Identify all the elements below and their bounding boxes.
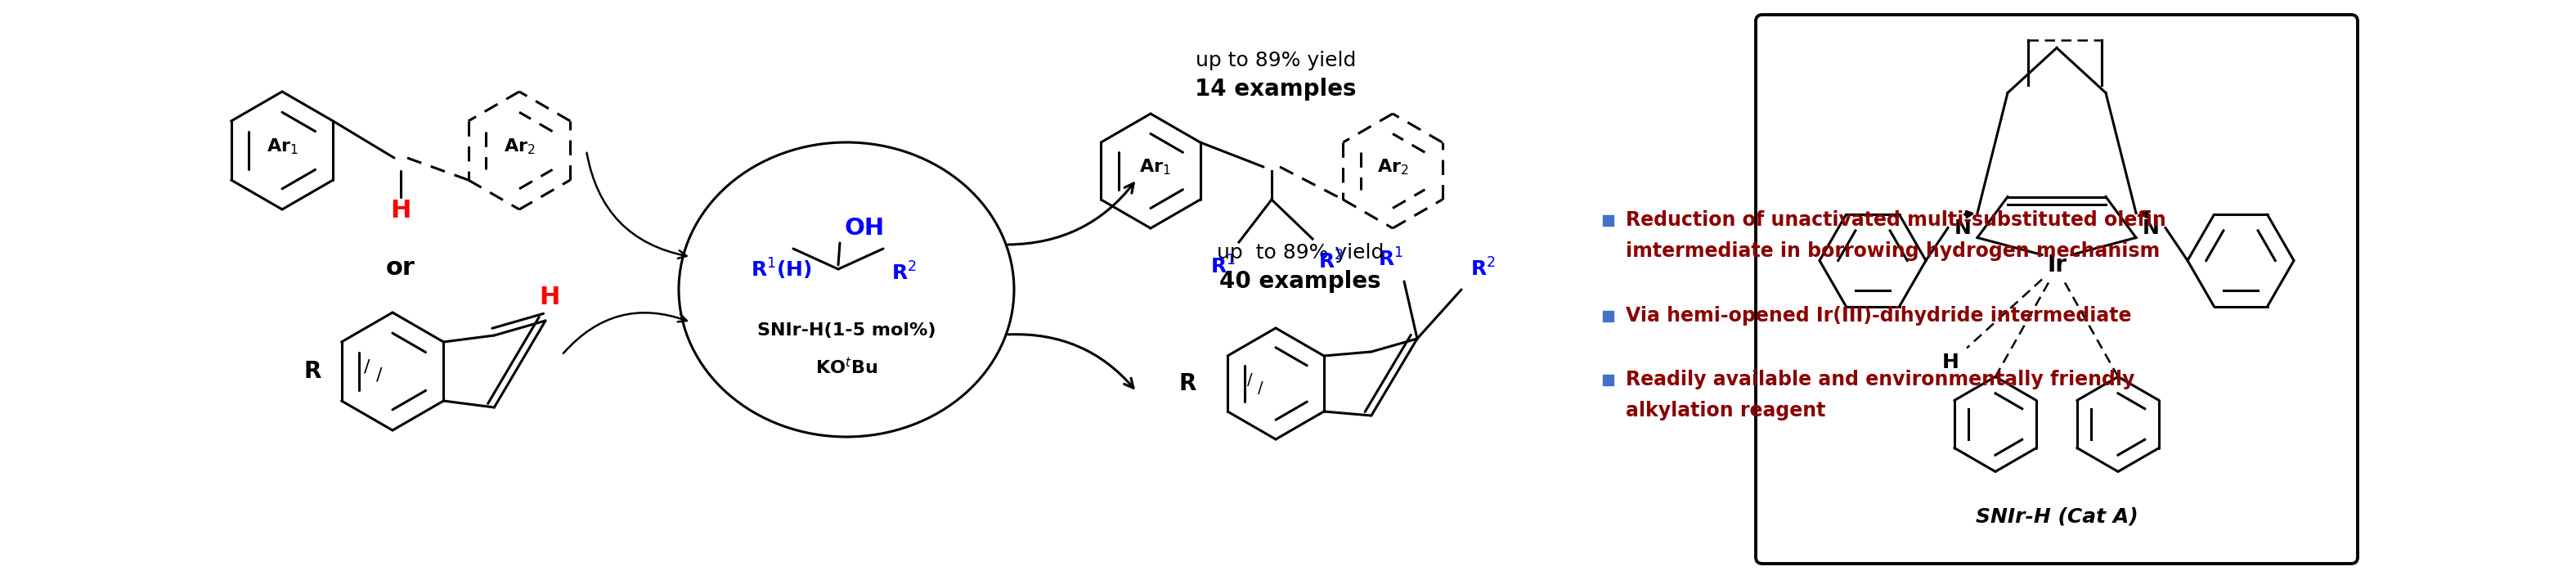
Text: /: /: [363, 359, 371, 375]
Text: /: /: [376, 367, 381, 383]
Text: Ar$_2$: Ar$_2$: [1376, 157, 1409, 176]
Text: SNIr-H (Cat A): SNIr-H (Cat A): [1976, 506, 2138, 526]
Text: H: H: [538, 286, 559, 310]
Text: up to 89% yield: up to 89% yield: [1195, 50, 1355, 70]
Text: H: H: [392, 198, 412, 222]
Text: KO$^t$Bu: KO$^t$Bu: [817, 357, 878, 378]
Text: SNIr-H(1-5 mol%): SNIr-H(1-5 mol%): [757, 322, 935, 339]
Text: Ar$_1$: Ar$_1$: [265, 137, 299, 156]
Bar: [1602, 215, 1613, 226]
Text: R$^1$: R$^1$: [1211, 256, 1236, 278]
Text: N: N: [1955, 218, 1971, 238]
Text: R$^2$: R$^2$: [1471, 258, 1494, 280]
Text: Via hemi-opened Ir(III)-dihydride intermediate: Via hemi-opened Ir(III)-dihydride interm…: [1625, 306, 2130, 325]
Text: Ar$_1$: Ar$_1$: [1139, 157, 1170, 176]
Text: Reduction of unactivated multi-substituted olefin: Reduction of unactivated multi-substitut…: [1625, 210, 2166, 230]
Text: or: or: [386, 256, 415, 280]
Text: N: N: [2143, 218, 2159, 238]
Text: R: R: [304, 360, 322, 383]
Text: Ar$_2$: Ar$_2$: [502, 137, 536, 156]
Text: H: H: [1942, 353, 1958, 372]
Text: imtermediate in borrowing hydrogen mechanism: imtermediate in borrowing hydrogen mecha…: [1625, 241, 2159, 261]
Text: /: /: [1257, 380, 1262, 396]
Text: R$^1$: R$^1$: [1378, 248, 1404, 270]
Text: R$^1$(H): R$^1$(H): [750, 257, 811, 281]
Text: R: R: [1180, 372, 1195, 395]
Text: 14 examples: 14 examples: [1195, 78, 1358, 100]
Text: OH: OH: [845, 217, 884, 240]
Text: R$^2$: R$^2$: [1319, 251, 1342, 273]
Text: Ir: Ir: [2048, 253, 2066, 276]
Text: R$^2$: R$^2$: [891, 262, 917, 284]
Bar: [1602, 374, 1613, 385]
Text: Readily available and environmentally friendly: Readily available and environmentally fr…: [1625, 370, 2136, 389]
Bar: [1602, 310, 1613, 321]
Text: 40 examples: 40 examples: [1218, 270, 1381, 293]
Text: up  to 89% yield: up to 89% yield: [1216, 243, 1383, 263]
Text: /: /: [1247, 372, 1252, 387]
Text: alkylation reagent: alkylation reagent: [1625, 401, 1826, 420]
